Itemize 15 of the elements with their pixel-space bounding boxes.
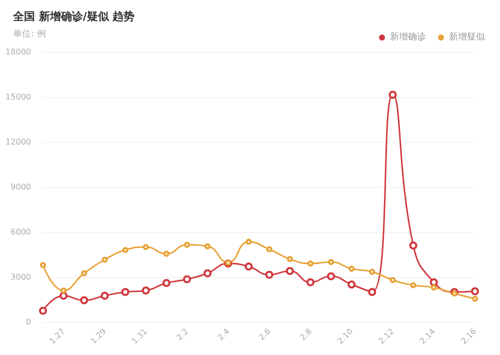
y-tick-label: 0: [26, 318, 31, 326]
y-tick-label: 6000: [10, 228, 31, 236]
x-tick-label: 2.2: [174, 326, 190, 342]
x-tick-label: 2.4: [216, 326, 232, 342]
y-tick-label: 9000: [10, 182, 31, 192]
y-tick-label: 15000: [6, 92, 31, 102]
x-tick-label: 2.6: [257, 326, 272, 342]
chart-title: 全国 新增确诊/疑似 趋势: [12, 10, 135, 23]
y-tick-label: 3000: [10, 272, 31, 282]
chart-subtitle: 单位: 例: [13, 28, 46, 40]
legend-label: 新增确诊: [390, 32, 426, 42]
x-tick-label: 2.8: [298, 326, 314, 342]
y-tick-label: 18000: [6, 48, 31, 56]
legend-label: 新增疑似: [449, 32, 485, 42]
y-tick-label: 12000: [6, 138, 31, 146]
